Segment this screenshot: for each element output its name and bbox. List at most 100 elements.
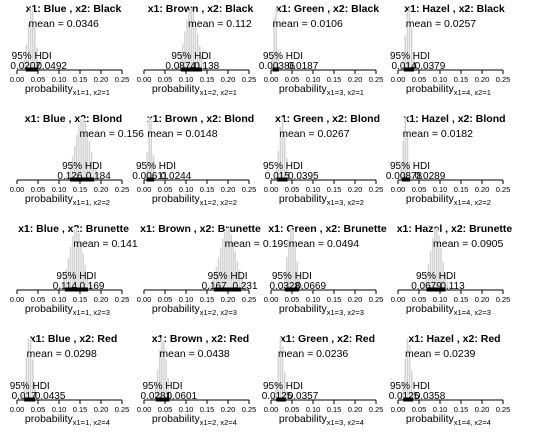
x-tick-label: 0.25 (496, 405, 511, 414)
x-tick-label: 0.10 (433, 295, 448, 304)
x-axis-label-text: probability (406, 303, 455, 315)
mean-value: 0.0148 (185, 128, 217, 140)
hdi-high-value: 0.0492 (36, 61, 67, 72)
hdi-low-value: 0.114 (53, 281, 78, 292)
x-axis-label-subscript: x1=4, x2=2 (454, 198, 491, 207)
mean-value: 0.0298 (65, 348, 97, 360)
histogram (272, 117, 293, 181)
mean-value: 0.0106 (311, 18, 343, 30)
x-tick-label: 0.10 (306, 185, 321, 194)
x-tick-label: 0.25 (115, 185, 130, 194)
x-axis-label-text: probability (25, 413, 74, 425)
panel-9: x1: Blue , x2: Brunette0.000.050.100.150… (10, 223, 138, 317)
hdi-label: 95% HDI (12, 51, 52, 62)
mean-value: 0.0239 (443, 348, 475, 360)
hdi-label: 95% HDI (416, 271, 456, 282)
mean-value: 0.0182 (441, 128, 473, 140)
x-axis-label: probabilityx1=4, x2=1 (406, 83, 491, 97)
x-tick-label: 0.10 (433, 75, 448, 84)
panel-title: x1: Hazel , x2: Black (404, 3, 505, 15)
panel-title: x1: Brown , x2: Red (152, 333, 249, 345)
x-tick-label: 0.25 (115, 295, 130, 304)
x-tick-label: 0.05 (285, 75, 300, 84)
panel-5: x1: Blue , x2: Blond 0.00 0.05 0.10 0.15 0.20… (10, 113, 144, 207)
x-tick-label: 0.20 (475, 185, 490, 194)
mean-value: 0.0438 (198, 348, 230, 360)
hdi-high-value: 0.0669 (295, 281, 326, 292)
x-tick-label: 0.05 (412, 75, 427, 84)
x-tick-label: 0.00 (391, 185, 406, 194)
mean-label: mean = 0.0298 (27, 348, 98, 360)
hdi-label: 95% HDI (390, 381, 430, 392)
x-axis-label: probabilityx1=2, x2=4 (152, 413, 237, 427)
x-tick-label: 0.20 (221, 295, 236, 304)
x-tick-label: 0.20 (475, 295, 490, 304)
panel-10: x1: Brown , x2: Brunette 0.00 0.05 0.10 0.15… (137, 223, 290, 317)
x-axis-label: probabilityx1=3, x2=1 (279, 83, 364, 97)
hdi-low-value: 0.0328 (269, 281, 300, 292)
panel-title: x1: Brown , x2: Blond (147, 113, 254, 125)
mean-label: mean = 0.0494 (289, 238, 360, 250)
x-tick-label: 0.00 (10, 75, 25, 84)
x-axis-label-text: probability (406, 83, 455, 95)
mean-prefix: mean = (188, 18, 226, 30)
x-tick-label: 0.20 (94, 185, 109, 194)
x-axis-label-subscript: x1=1, x2=3 (73, 308, 110, 317)
panel-13: x1: Blue , x2: Red 0.00 0.05 0.10 0.15 0.20 0.… (10, 333, 130, 427)
x-tick-label: 0.05 (285, 295, 300, 304)
mean-label: mean = 0.0257 (406, 18, 477, 30)
x-axis-label: probabilityx1=3, x2=4 (279, 413, 364, 427)
hdi-low-value: 0.0281 (141, 391, 172, 402)
hdi-label: 95% HDI (171, 51, 211, 62)
x-tick-label: 0.10 (306, 405, 321, 414)
x-axis-label-text: probability (152, 193, 201, 205)
hdi-low-value: 0.0874 (165, 61, 196, 72)
panel-1: x1: Blue , x2: Black 0.00 0.05 0.10 0.15 0.20… (10, 3, 130, 97)
x-tick-label: 0.15 (454, 185, 469, 194)
mean-label: mean = 0.0236 (278, 348, 349, 360)
x-tick-label: 0.00 (137, 75, 152, 84)
panel-3: x1: Green , x2: Black 0.00 0.05 0.10 0.15 0.2… (259, 3, 383, 97)
mean-prefix: mean = (225, 238, 263, 250)
mean-value: 0.0257 (444, 18, 476, 30)
x-tick-label: 0.00 (264, 75, 279, 84)
histogram (279, 227, 305, 291)
x-tick-label: 0.20 (221, 185, 236, 194)
x-tick-label: 0.25 (369, 295, 384, 304)
x-tick-label: 0.20 (475, 405, 490, 414)
x-axis-label-text: probability (25, 83, 74, 95)
hdi-low-value: 0.0125 (262, 391, 293, 402)
x-tick-label: 0.20 (348, 295, 363, 304)
hdi-high-value: 0.0289 (415, 171, 446, 182)
panel-title: x1: Green , x2: Black (276, 3, 379, 15)
x-tick-label: 0.15 (200, 75, 215, 84)
x-axis-label: probabilityx1=1, x2=4 (25, 413, 110, 427)
x-tick-label: 0.10 (433, 185, 448, 194)
x-tick-label: 0.00 (10, 185, 25, 194)
x-axis-label-subscript: x1=2, x2=4 (200, 418, 237, 427)
x-tick-label: 0.00 (391, 295, 406, 304)
x-tick-label: 0.15 (73, 185, 88, 194)
x-tick-label: 0.00 (391, 405, 406, 414)
mean-label: mean = 0.141 (73, 238, 138, 250)
hdi-low-value: 0.0125 (389, 391, 420, 402)
mean-value: 0.141 (111, 238, 137, 250)
x-tick-label: 0.10 (179, 405, 194, 414)
panel-title: x1: Green , x2: Red (280, 333, 375, 345)
x-axis-label-text: probability (152, 413, 201, 425)
mean-prefix: mean = (29, 18, 67, 30)
x-axis-label-subscript: x1=4, x2=4 (454, 418, 491, 427)
x-axis-label-subscript: x1=4, x2=3 (454, 308, 491, 317)
mean-prefix: mean = (289, 238, 327, 250)
x-tick-label: 0.00 (10, 295, 25, 304)
x-tick-label: 0.10 (52, 185, 67, 194)
panel-title: x1: Blue , x2: Black (26, 3, 122, 15)
x-axis-label-subscript: x1=1, x2=1 (73, 88, 110, 97)
mean-prefix: mean = (147, 128, 185, 140)
x-axis-label-subscript: x1=2, x2=1 (200, 88, 237, 97)
x-tick-label: 0.20 (94, 405, 109, 414)
x-tick-label: 0.15 (73, 405, 88, 414)
x-tick-label: 0.15 (327, 75, 342, 84)
x-axis-label-subscript: x1=3, x2=3 (327, 308, 364, 317)
x-tick-label: 0.15 (327, 185, 342, 194)
